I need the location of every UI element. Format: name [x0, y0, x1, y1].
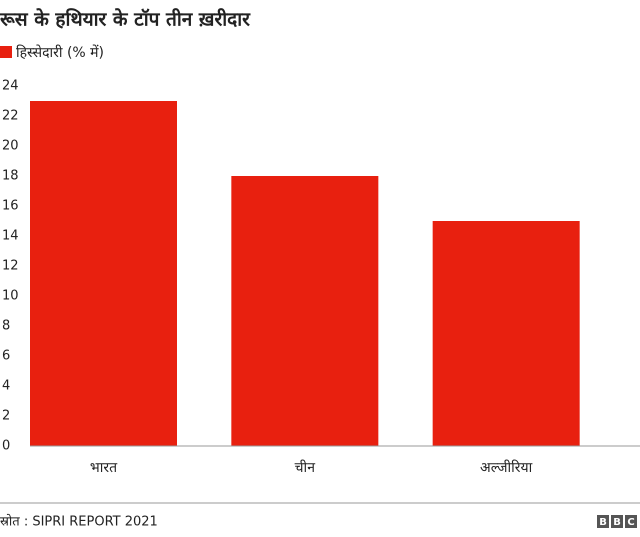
logo-box: [597, 515, 609, 528]
logo-box: [611, 515, 623, 528]
y-tick-label: 6: [2, 349, 10, 364]
logo-box: [625, 515, 637, 528]
legend-label: हिस्सेदारी (% में): [16, 44, 104, 61]
y-tick-label: 24: [2, 79, 19, 94]
y-tick-label: 16: [2, 199, 19, 214]
source: स्रोत : SIPRI REPORT 2021: [0, 514, 158, 530]
y-tick-label: 22: [2, 109, 19, 124]
y-tick-label: 20: [2, 139, 19, 154]
x-tick-label: चीन: [295, 459, 316, 476]
logo-letter: C: [627, 517, 634, 528]
y-tick-label: 12: [2, 259, 19, 274]
logo-letter: B: [599, 517, 607, 528]
y-tick-label: 4: [2, 379, 10, 394]
y-tick-label: 2: [2, 409, 10, 424]
x-tick-label: अल्जीरिया: [480, 459, 533, 476]
y-tick-label: 0: [2, 439, 10, 454]
x-tick-label: भारत: [90, 460, 118, 476]
bar: [30, 101, 177, 446]
logo-letter: B: [613, 517, 621, 528]
bar: [432, 221, 580, 446]
y-tick-label: 18: [2, 169, 19, 184]
chart-title: रूस के हथियार के टॉप तीन ख़रीदार: [0, 8, 251, 31]
y-tick-label: 10: [2, 289, 19, 304]
legend-swatch: [0, 46, 12, 58]
bar: [231, 176, 379, 446]
y-tick-label: 14: [2, 229, 19, 244]
y-tick-label: 8: [2, 319, 10, 334]
